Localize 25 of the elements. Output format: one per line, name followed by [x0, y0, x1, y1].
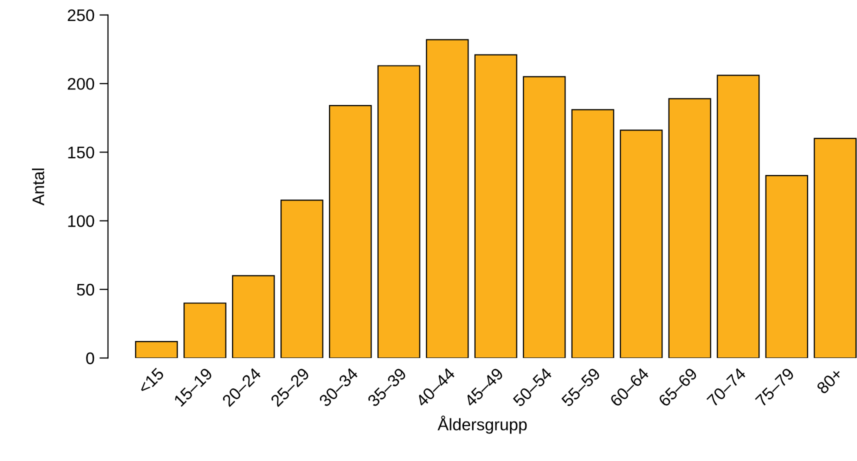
bar: [765, 174, 808, 358]
y-axis-title: Antal: [32, 168, 44, 206]
bar: [571, 109, 614, 358]
y-tick-label: 150: [68, 146, 94, 158]
y-tick-label: 200: [68, 78, 94, 90]
y-tick-label: 250: [68, 9, 94, 22]
x-tick-label: 80+: [816, 367, 844, 394]
x-axis-title: Åldersgrupp: [438, 416, 527, 434]
bar: [328, 104, 372, 358]
bar: [668, 98, 712, 358]
bar: [620, 130, 663, 358]
bar: [814, 138, 857, 358]
bar: [426, 39, 469, 358]
x-tick-label: <15: [137, 367, 165, 394]
bar: [377, 65, 420, 358]
bar: [280, 200, 324, 358]
bar: [474, 54, 518, 358]
y-tick-label: 100: [68, 215, 94, 228]
bar: [716, 74, 760, 358]
bar: [135, 340, 178, 358]
bar: [184, 302, 226, 358]
bar: [232, 275, 275, 358]
y-tick-label: 50: [76, 284, 94, 296]
bar: [522, 76, 566, 358]
y-tick-label: 0: [86, 352, 94, 364]
